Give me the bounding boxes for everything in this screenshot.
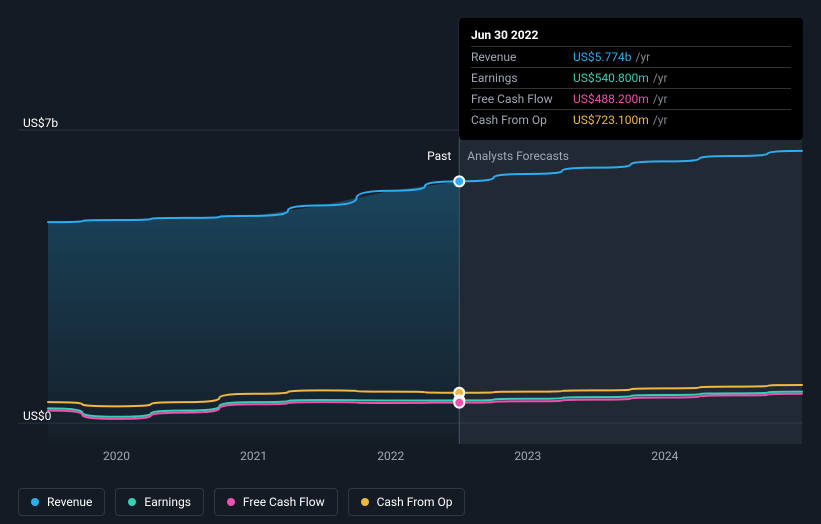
- svg-text:Analysts Forecasts: Analysts Forecasts: [467, 149, 569, 163]
- tooltip-row-unit: /yr: [653, 71, 668, 85]
- legend: Revenue Earnings Free Cash Flow Cash From O…: [18, 488, 465, 516]
- svg-text:US$7b: US$7b: [23, 116, 58, 130]
- svg-text:Past: Past: [427, 149, 451, 163]
- legend-label: Revenue: [47, 495, 92, 509]
- tooltip-row-label: Cash From Op: [471, 113, 561, 127]
- legend-label: Free Cash Flow: [243, 495, 325, 509]
- svg-text:2023: 2023: [514, 449, 541, 463]
- legend-item-earnings[interactable]: Earnings: [115, 488, 204, 516]
- svg-text:2024: 2024: [651, 449, 678, 463]
- legend-label: Cash From Op: [377, 495, 453, 509]
- legend-item-cfo[interactable]: Cash From Op: [348, 488, 466, 516]
- tooltip-row-unit: /yr: [653, 113, 668, 127]
- legend-dot: [31, 498, 39, 506]
- tooltip-row: Revenue US$5.774b/yr: [471, 46, 791, 67]
- legend-dot: [128, 498, 136, 506]
- svg-text:2022: 2022: [377, 449, 404, 463]
- tooltip-row-label: Free Cash Flow: [471, 92, 561, 106]
- tooltip-row: Earnings US$540.800m/yr: [471, 67, 791, 88]
- svg-text:2020: 2020: [103, 449, 130, 463]
- legend-item-revenue[interactable]: Revenue: [18, 488, 105, 516]
- hover-tooltip: Jun 30 2022 Revenue US$5.774b/yr Earnings U…: [459, 18, 803, 140]
- svg-text:2021: 2021: [240, 449, 267, 463]
- tooltip-row-value: US$723.100m/yr: [573, 113, 668, 127]
- legend-item-fcf[interactable]: Free Cash Flow: [214, 488, 338, 516]
- legend-dot: [227, 498, 235, 506]
- legend-label: Earnings: [144, 495, 191, 509]
- tooltip-row-label: Revenue: [471, 50, 561, 64]
- tooltip-row-value: US$540.800m/yr: [573, 71, 668, 85]
- tooltip-date: Jun 30 2022: [471, 28, 791, 42]
- tooltip-row-unit: /yr: [636, 50, 651, 64]
- tooltip-row-value: US$488.200m/yr: [573, 92, 668, 106]
- tooltip-row-label: Earnings: [471, 71, 561, 85]
- earnings-revenue-chart: US$0US$7bPastAnalysts Forecasts202020212…: [0, 0, 821, 524]
- tooltip-row: Free Cash Flow US$488.200m/yr: [471, 88, 791, 109]
- tooltip-row-value: US$5.774b/yr: [573, 50, 650, 64]
- tooltip-row-unit: /yr: [653, 92, 668, 106]
- legend-dot: [361, 498, 369, 506]
- tooltip-row: Cash From Op US$723.100m/yr: [471, 109, 791, 130]
